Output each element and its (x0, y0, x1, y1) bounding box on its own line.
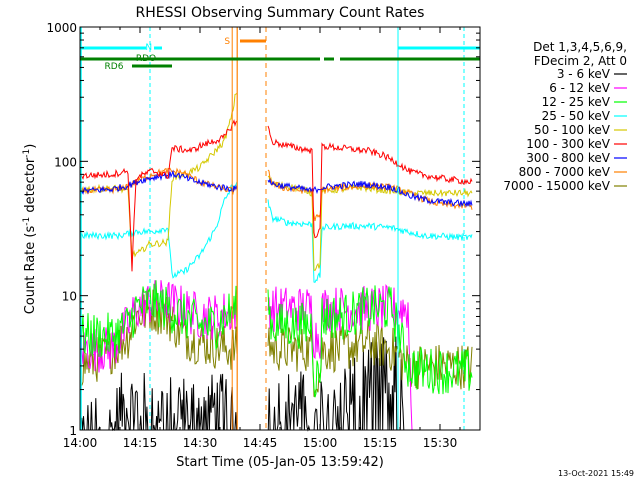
legend-entry-label: 12 - 25 keV (542, 95, 611, 109)
x-tick-label: 15:15 (363, 436, 398, 450)
series-line (79, 169, 473, 208)
y-tick-label: 1 (69, 424, 77, 438)
y-tick-label: 100 (54, 155, 77, 169)
axes: 14:00 14:15 14:30 14:45 15:00 15:15 15:30 1 10 10… (46, 21, 481, 450)
legend-entry-label: 800 - 7000 keV (519, 165, 611, 179)
series-line (79, 280, 473, 398)
series-line (79, 119, 473, 272)
legend-entry-label: 50 - 100 keV (534, 123, 611, 137)
x-tick-label: 14:30 (183, 436, 218, 450)
y-tick-label: 10 (62, 290, 77, 304)
legend-entry-label: 7000 - 15000 keV (503, 179, 610, 193)
x-tick-label: 14:00 (63, 436, 98, 450)
chart-title: RHESSI Observing Summary Count Rates (136, 5, 425, 21)
legend-entry-label: 3 - 6 keV (557, 67, 611, 81)
x-tick-label: 15:00 (303, 436, 338, 450)
y-axis-title: Count Rate (s-1 detector-1) (22, 144, 38, 315)
series-layer (79, 92, 473, 432)
series-line (79, 181, 473, 283)
legend: Det 1,3,4,5,6,9,FDecim 2, Att 03 - 6 keV… (503, 40, 627, 193)
legend-entry-label: 300 - 800 keV (526, 151, 610, 165)
x-axis-title: Start Time (05-Jan-05 13:59:42) (176, 455, 384, 470)
legend-entry-label: 25 - 50 keV (542, 109, 611, 123)
x-tick-label: 15:30 (423, 436, 458, 450)
legend-entry-label: 100 - 300 keV (526, 137, 610, 151)
generated-timestamp: 13-Oct-2021 15:49 (558, 469, 634, 478)
flag-label-n: N (145, 43, 152, 53)
flag-label-rdo: RDO (136, 54, 156, 64)
flag-label-s: S (224, 37, 230, 47)
x-tick-label: 14:45 (243, 436, 278, 450)
legend-header: FDecim 2, Att 0 (534, 54, 627, 68)
y-tick-label: 1000 (46, 21, 77, 35)
x-tick-label: 14:15 (123, 436, 158, 450)
series-line (79, 289, 473, 397)
flag-label-rd6: RD6 (105, 62, 124, 72)
legend-header: Det 1,3,4,5,6,9, (533, 40, 627, 54)
legend-entry-label: 6 - 12 keV (549, 81, 611, 95)
